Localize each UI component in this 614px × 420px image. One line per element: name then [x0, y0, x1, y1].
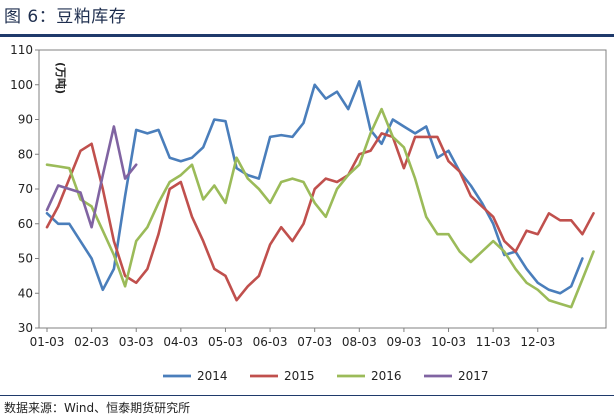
y-tick-label: 80: [18, 147, 33, 161]
figure-title: 图 6：豆粕库存: [4, 7, 127, 27]
legend-label-2017: 2017: [458, 369, 489, 383]
x-tick-label: 03-03: [119, 335, 154, 349]
y-axis-label: (万吨): [54, 62, 68, 94]
legend-label-2014: 2014: [197, 369, 228, 383]
bottom-rule: [0, 395, 614, 396]
x-tick-label: 10-03: [431, 335, 466, 349]
y-tick-label: 70: [18, 182, 33, 196]
series-line-2016: [45, 107, 595, 309]
y-tick-label: 90: [18, 113, 33, 127]
x-tick-label: 01-03: [30, 335, 65, 349]
y-tick-label: 50: [18, 252, 33, 266]
x-tick-label: 06-03: [253, 335, 288, 349]
source-note: 数据来源：Wind、恒泰期货研究所: [4, 401, 191, 415]
x-tick-label: 07-03: [297, 335, 332, 349]
x-tick-label: 04-03: [163, 335, 198, 349]
x-tick-label: 09-03: [386, 335, 421, 349]
series-line-2015: [45, 132, 595, 302]
title-rule: [0, 34, 614, 37]
x-tick-label: 02-03: [74, 335, 109, 349]
x-tick-label: 11-03: [476, 335, 511, 349]
x-tick-label: 08-03: [342, 335, 377, 349]
y-tick-label: 30: [18, 321, 33, 335]
x-tick-label: 12-03: [520, 335, 555, 349]
y-tick-label: 110: [10, 43, 33, 57]
line-chart: 30 40 50 60 70 80 90 100 110 01-03 02-03 03-03 04-03…: [10, 43, 607, 383]
legend-label-2015: 2015: [284, 369, 315, 383]
series-line-2014: [45, 80, 584, 295]
y-tick-label: 60: [18, 217, 33, 231]
y-tick-label: 100: [10, 78, 33, 92]
series-line-2017: [45, 125, 138, 229]
y-tick-label: 40: [18, 286, 33, 300]
legend-label-2016: 2016: [371, 369, 402, 383]
x-tick-label: 05-03: [208, 335, 243, 349]
